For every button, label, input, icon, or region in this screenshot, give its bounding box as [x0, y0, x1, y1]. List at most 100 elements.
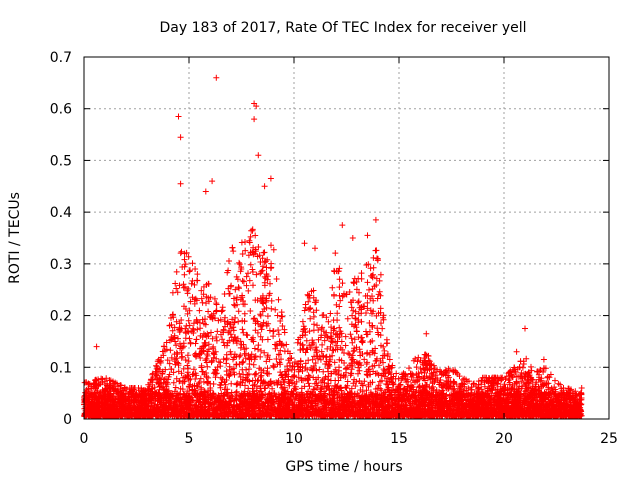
data-point [246, 361, 253, 367]
data-point [325, 368, 332, 375]
data-point [378, 387, 385, 394]
data-point [336, 265, 343, 272]
data-point [302, 304, 309, 311]
data-point [231, 319, 238, 326]
data-point [245, 385, 252, 392]
data-point [257, 333, 264, 340]
data-point [205, 280, 212, 287]
data-point [314, 322, 320, 329]
data-point [432, 372, 439, 379]
data-point [374, 385, 381, 392]
data-point [498, 377, 504, 384]
data-point [261, 282, 268, 289]
data-point [219, 304, 226, 311]
data-point [430, 383, 436, 390]
data-point [166, 322, 173, 329]
data-point [183, 330, 190, 337]
data-point [340, 372, 347, 379]
data-point [359, 382, 366, 389]
data-point [236, 261, 243, 268]
data-point [199, 316, 206, 323]
data-point [364, 305, 371, 312]
data-point [369, 337, 376, 344]
data-point [506, 369, 513, 376]
data-point [291, 380, 298, 387]
data-point [210, 310, 217, 317]
data-point [182, 374, 189, 380]
data-point [342, 333, 349, 340]
data-point [205, 308, 212, 315]
data-point [259, 255, 266, 262]
data-point [237, 352, 244, 359]
data-point [336, 324, 343, 331]
data-point [178, 248, 185, 255]
data-point [336, 364, 342, 371]
data-point [209, 345, 216, 352]
data-point [299, 328, 306, 335]
data-point [383, 381, 390, 387]
data-point [360, 303, 367, 310]
data-point [415, 354, 422, 361]
data-point [218, 308, 225, 315]
data-point [259, 296, 266, 303]
data-point [306, 342, 313, 349]
data-point [291, 366, 298, 373]
data-point [103, 375, 110, 382]
data-point [233, 337, 240, 344]
data-point [387, 376, 394, 383]
data-point [363, 331, 370, 338]
data-point [180, 281, 187, 288]
data-point [145, 381, 152, 388]
data-point [332, 250, 339, 257]
data-point [197, 375, 204, 382]
data-point [230, 248, 237, 255]
data-point [168, 354, 175, 361]
data-point [280, 386, 287, 392]
data-point [348, 354, 355, 361]
data-point [336, 276, 343, 283]
data-point [295, 374, 302, 381]
data-point [361, 356, 368, 363]
data-point [364, 299, 371, 306]
data-point [184, 352, 191, 359]
data-point [315, 336, 322, 343]
data-point [185, 286, 192, 292]
data-point [249, 266, 256, 273]
data-point [268, 242, 274, 249]
data-point [263, 295, 270, 302]
data-point [321, 337, 328, 344]
data-point [284, 363, 291, 370]
data-point [475, 385, 482, 392]
data-point [193, 372, 200, 379]
data-point [327, 377, 334, 384]
data-point [281, 329, 288, 336]
data-point [324, 334, 331, 341]
data-point [406, 365, 412, 372]
data-point [273, 356, 280, 362]
data-point [330, 325, 337, 332]
data-point [162, 347, 168, 354]
data-point [168, 334, 175, 340]
data-point [381, 347, 388, 354]
data-point [188, 280, 195, 287]
data-point [317, 356, 324, 363]
data-point [240, 278, 247, 285]
data-point [210, 381, 217, 387]
data-point [239, 277, 246, 284]
data-point [311, 353, 318, 360]
data-point [182, 325, 189, 332]
data-point [425, 357, 432, 364]
data-point [511, 364, 518, 371]
data-point [247, 308, 254, 314]
data-point [178, 317, 185, 323]
data-point [252, 370, 259, 377]
data-point [257, 311, 264, 318]
data-point [526, 380, 533, 387]
data-point [234, 381, 241, 388]
data-point [341, 360, 348, 366]
data-point [178, 349, 185, 356]
data-point [359, 388, 366, 395]
data-point [353, 279, 360, 285]
data-point [341, 350, 347, 356]
data-point [268, 264, 275, 271]
